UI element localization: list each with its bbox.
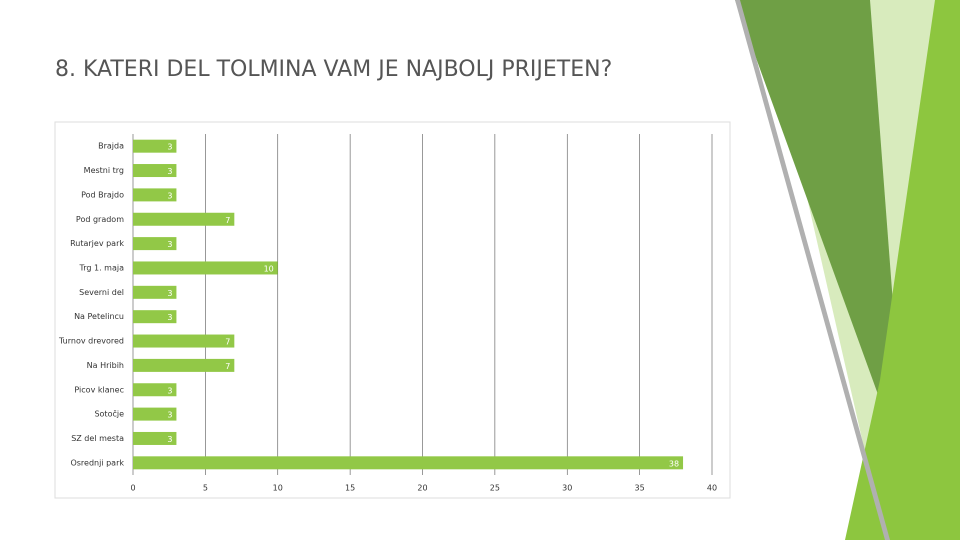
bar bbox=[133, 310, 177, 324]
value-label: 3 bbox=[167, 435, 172, 444]
decoration bbox=[735, 0, 960, 540]
bar bbox=[133, 164, 177, 178]
x-tick-label: 0 bbox=[130, 484, 135, 493]
x-tick-label: 25 bbox=[490, 484, 500, 493]
bar bbox=[133, 456, 684, 470]
y-tick-label: Sotočje bbox=[94, 409, 124, 419]
bar bbox=[133, 139, 177, 153]
y-tick-label: Picov klanec bbox=[74, 385, 124, 394]
bar bbox=[133, 188, 177, 202]
value-label: 7 bbox=[225, 338, 230, 347]
y-tick-label: Pod gradom bbox=[76, 215, 124, 224]
x-tick-label: 40 bbox=[707, 484, 717, 493]
bar bbox=[133, 383, 177, 397]
x-tick-label: 15 bbox=[345, 484, 355, 493]
value-label: 3 bbox=[167, 411, 172, 420]
x-tick-label: 30 bbox=[562, 484, 572, 493]
y-tick-label: Severni del bbox=[79, 288, 124, 297]
bar bbox=[133, 407, 177, 421]
bar bbox=[133, 212, 235, 226]
chart-title: 8. KATERI DEL TOLMINA VAM JE NAJBOLJ PRI… bbox=[55, 57, 612, 82]
value-label: 7 bbox=[225, 362, 230, 371]
bar bbox=[133, 285, 177, 299]
y-tick-label: Turnov drevored bbox=[58, 337, 124, 346]
x-tick-label: 10 bbox=[273, 484, 283, 493]
y-tick-label: Brajda bbox=[98, 142, 124, 151]
bar bbox=[133, 358, 235, 372]
value-label: 3 bbox=[167, 313, 172, 322]
value-label: 38 bbox=[669, 459, 679, 468]
y-tick-label: Na Hribih bbox=[87, 361, 124, 370]
y-tick-label: Mestni trg bbox=[84, 166, 124, 175]
value-label: 7 bbox=[225, 216, 230, 225]
value-label: 10 bbox=[264, 264, 274, 273]
y-tick-label: Pod Brajdo bbox=[81, 190, 124, 199]
bar bbox=[133, 261, 278, 275]
value-label: 3 bbox=[167, 386, 172, 395]
x-tick-label: 35 bbox=[635, 484, 645, 493]
bar bbox=[133, 431, 177, 445]
y-tick-label: Osrednji park bbox=[70, 458, 124, 467]
bar bbox=[133, 237, 177, 251]
value-label: 3 bbox=[167, 240, 172, 249]
y-tick-label: Trg 1. maja bbox=[79, 263, 125, 272]
x-tick-label: 20 bbox=[417, 484, 427, 493]
value-label: 3 bbox=[167, 289, 172, 298]
y-tick-label: SZ del mesta bbox=[71, 434, 124, 443]
value-label: 3 bbox=[167, 143, 172, 152]
y-tick-label: Rutarjev park bbox=[70, 239, 124, 248]
bar bbox=[133, 334, 235, 348]
y-tick-label: Na Petelincu bbox=[74, 312, 124, 321]
x-tick-label: 5 bbox=[203, 484, 208, 493]
value-label: 3 bbox=[167, 191, 172, 200]
value-label: 3 bbox=[167, 167, 172, 176]
